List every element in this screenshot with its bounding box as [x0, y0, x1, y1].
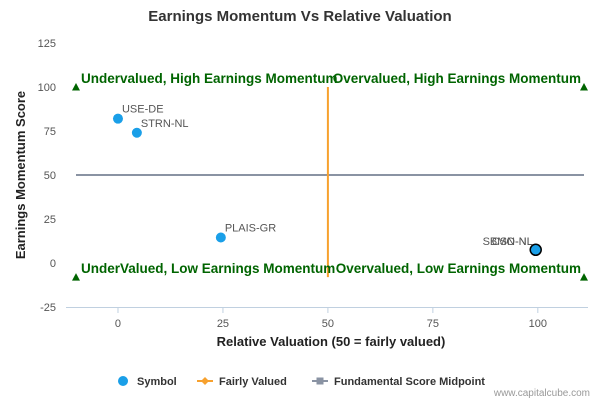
x-tick-label: 100 — [529, 318, 547, 330]
legend-label: Fairly Valued — [219, 376, 287, 388]
legend-label: Fundamental Score Midpoint — [334, 376, 485, 388]
data-point-label: PLAIS-GR — [225, 222, 276, 234]
quadrant-label: UnderValued, Low Earnings Momentum — [81, 261, 335, 276]
x-tick-label: 75 — [427, 318, 439, 330]
y-axis-ticks: -25 0 25 50 75 100 125 — [38, 38, 56, 314]
legend: Symbol Fairly Valued Fundamental Score Mid… — [118, 376, 485, 388]
reference-lines — [76, 87, 584, 278]
y-tick-label: 125 — [38, 38, 56, 50]
chart-title: Earnings Momentum Vs Relative Valuation — [148, 8, 451, 25]
legend-midpoint-marker — [316, 377, 324, 385]
y-tick-label: 50 — [44, 170, 56, 182]
x-tick-label: 25 — [217, 318, 229, 330]
legend-label: Symbol — [137, 376, 177, 388]
data-point-label: SBMO-NL — [483, 236, 533, 248]
credit-text: www.capitalcube.com — [493, 388, 590, 399]
y-tick-label: 25 — [44, 214, 56, 226]
quadrant-labels: Undervalued, High Earnings MomentumOverv… — [81, 71, 581, 276]
legend-symbol-marker — [118, 376, 128, 386]
data-point — [215, 232, 226, 243]
data-point-label: CSN-NL — [492, 236, 533, 248]
data-point — [112, 113, 123, 124]
corner-markers — [72, 83, 588, 281]
data-point-label: STRN-NL — [141, 118, 189, 130]
y-tick-label: 100 — [38, 82, 56, 94]
legend-fairly-valued-marker — [201, 377, 209, 385]
y-tick-label: 75 — [44, 126, 56, 138]
triangle-marker — [72, 273, 80, 281]
quadrant-label: Overvalued, Low Earnings Momentum — [336, 261, 581, 276]
triangle-marker — [580, 83, 588, 91]
quadrant-label: Undervalued, High Earnings Momentum — [81, 71, 338, 86]
y-tick-label: 0 — [50, 258, 56, 270]
x-tick-label: 0 — [115, 318, 121, 330]
data-point — [529, 243, 542, 257]
y-axis-title: Earnings Momentum Score — [13, 91, 28, 259]
triangle-marker — [580, 273, 588, 281]
triangle-marker — [72, 83, 80, 91]
data-point-label: USE-DE — [122, 104, 164, 116]
quadrant-label: Overvalued, High Earnings Momentum — [333, 71, 581, 86]
x-axis-title: Relative Valuation (50 = fairly valued) — [217, 334, 446, 349]
x-axis-ticks: 0 25 50 75 100 — [115, 308, 547, 330]
y-tick-label: -25 — [40, 302, 56, 314]
data-point — [131, 127, 142, 138]
x-tick-label: 50 — [322, 318, 334, 330]
